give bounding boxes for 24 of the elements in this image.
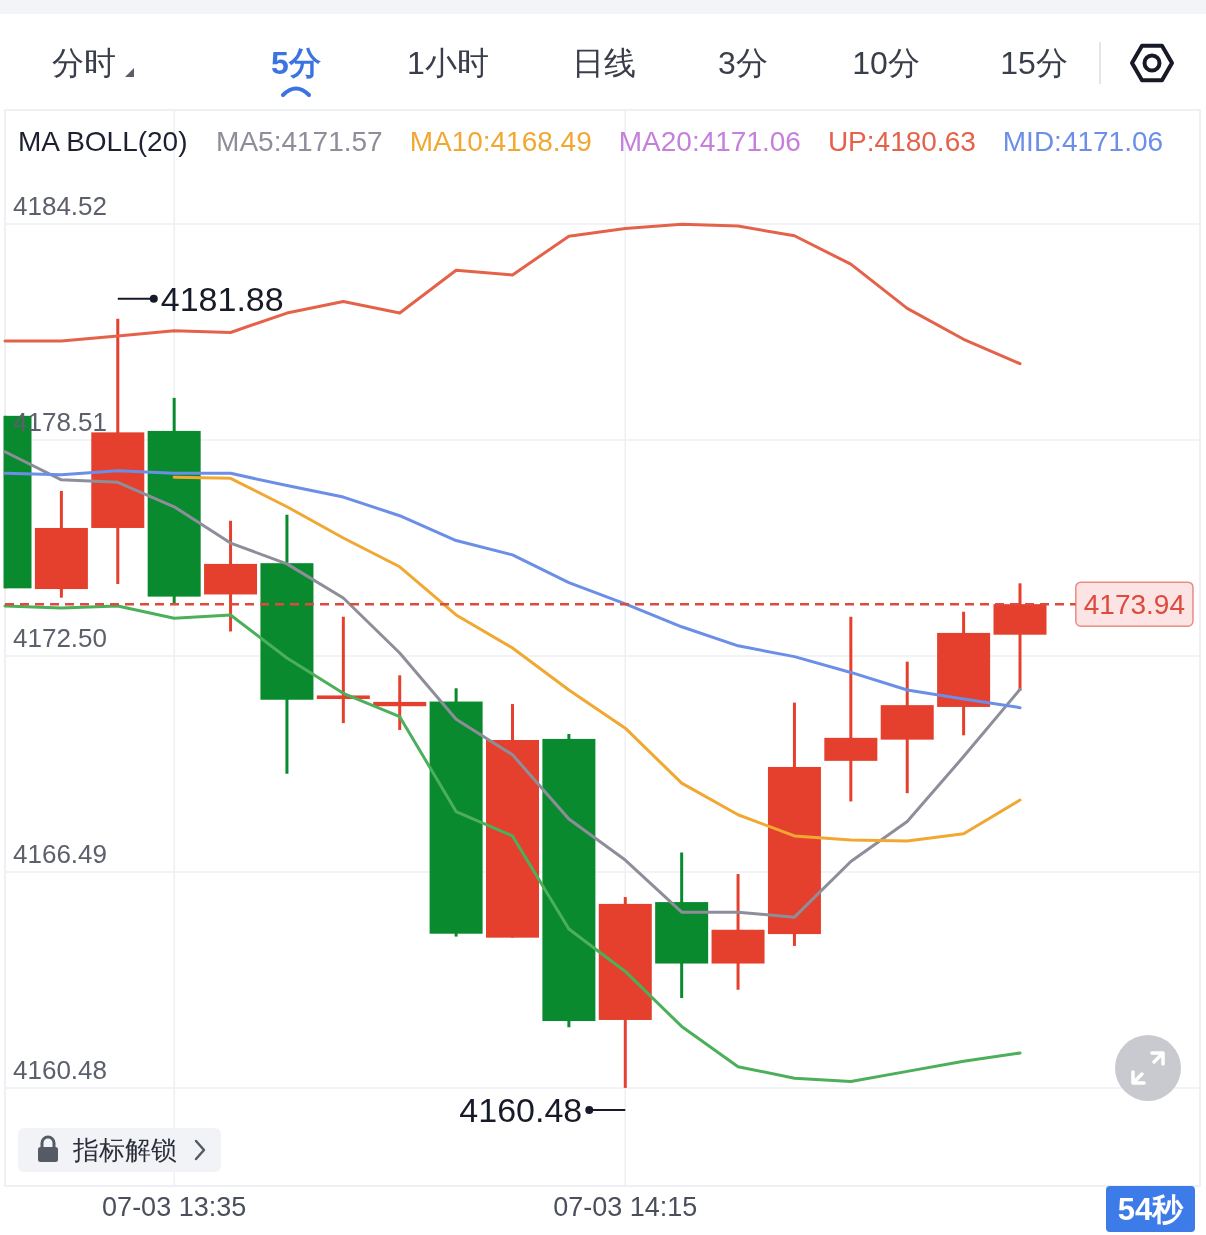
text: 54秒 (1117, 1191, 1185, 1227)
text: 1小时 (407, 45, 489, 81)
y-tick-label: 4184.52 (13, 190, 107, 221)
text: 10分 (852, 45, 920, 81)
text: 日线 (572, 45, 636, 81)
text: MA10:4168.49 (409, 125, 592, 157)
text: MA5:4171.57 (216, 125, 383, 157)
y-tick-label: 4166.49 (13, 838, 107, 869)
text: MID:4171.06 (1002, 125, 1164, 157)
x-tick-label: 07-03 14:15 (553, 1192, 698, 1222)
annotation: 4160.48 (459, 1090, 583, 1129)
y-tick-label: 4172.50 (13, 622, 107, 653)
text: 分时 (52, 45, 116, 81)
x-tick-label: 07-03 13:35 (102, 1192, 247, 1222)
legend-label: MA20:4171.06 (618, 125, 801, 157)
annotation: 4181.88 (160, 279, 284, 318)
annotation: 指标解锁 (72, 1135, 177, 1165)
y-tick-label: 4160.48 (13, 1054, 107, 1085)
text: 5分 (271, 45, 321, 81)
ref-line-label: 4173.94 (1083, 588, 1185, 620)
text: 3分 (718, 45, 768, 81)
text: UP:4180.63 (827, 125, 976, 157)
legend-title: MA BOLL(20) (17, 125, 188, 157)
text: 15分 (1000, 45, 1068, 81)
